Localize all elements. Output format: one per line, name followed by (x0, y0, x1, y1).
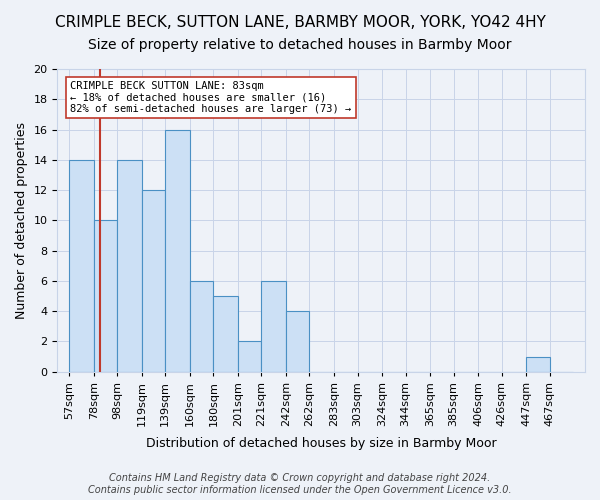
Text: Contains HM Land Registry data © Crown copyright and database right 2024.
Contai: Contains HM Land Registry data © Crown c… (88, 474, 512, 495)
Text: CRIMPLE BECK, SUTTON LANE, BARMBY MOOR, YORK, YO42 4HY: CRIMPLE BECK, SUTTON LANE, BARMBY MOOR, … (55, 15, 545, 30)
Bar (526, 356, 550, 372)
Bar (69, 160, 94, 372)
Bar (117, 160, 142, 372)
X-axis label: Distribution of detached houses by size in Barmby Moor: Distribution of detached houses by size … (146, 437, 497, 450)
Text: Size of property relative to detached houses in Barmby Moor: Size of property relative to detached ho… (88, 38, 512, 52)
Text: CRIMPLE BECK SUTTON LANE: 83sqm
← 18% of detached houses are smaller (16)
82% of: CRIMPLE BECK SUTTON LANE: 83sqm ← 18% of… (70, 81, 352, 114)
Y-axis label: Number of detached properties: Number of detached properties (15, 122, 28, 319)
Bar (190, 281, 214, 372)
Bar (142, 190, 165, 372)
Bar (262, 281, 286, 372)
Bar (94, 220, 117, 372)
Bar (286, 311, 310, 372)
Bar (165, 130, 190, 372)
Bar (238, 342, 262, 372)
Bar (214, 296, 238, 372)
